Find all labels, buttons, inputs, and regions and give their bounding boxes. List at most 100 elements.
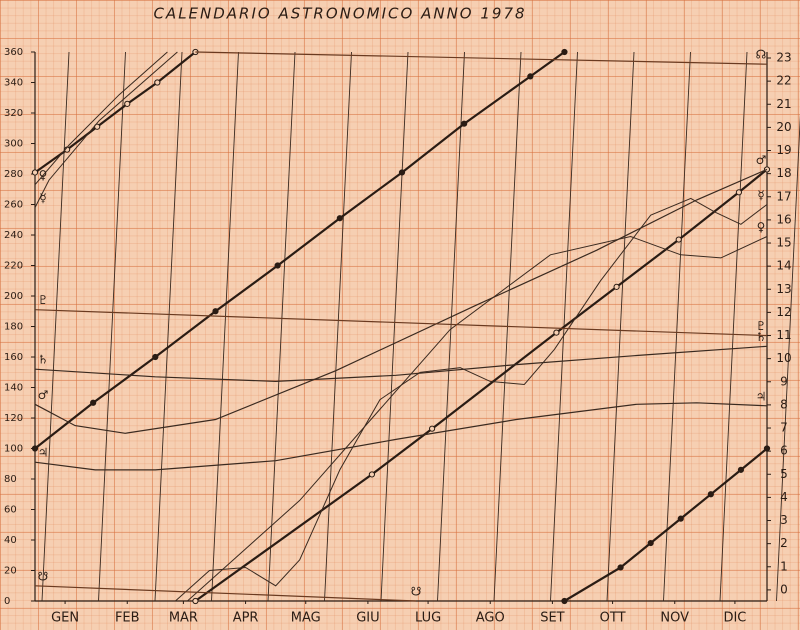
y2-tick-label: 23 xyxy=(776,51,791,65)
y2-tick-label: 5 xyxy=(780,467,788,481)
series-label: ♂ xyxy=(38,388,49,402)
series-marker xyxy=(707,491,714,498)
hour-line xyxy=(41,51,70,602)
y-tick-label: 340 xyxy=(4,78,23,89)
y2-tick-label: 10 xyxy=(776,351,791,365)
y-tick-label: 300 xyxy=(4,139,23,150)
series-label: ☋ xyxy=(411,585,422,599)
y2-tick-label: 3 xyxy=(780,513,788,527)
y-tick-label: 260 xyxy=(4,200,23,211)
series-label: ♃ xyxy=(38,446,49,460)
series-marker xyxy=(527,73,534,80)
series-line xyxy=(34,168,768,434)
y2-tick-label: 12 xyxy=(776,305,791,319)
y2-tick-label: 8 xyxy=(780,397,788,411)
x-tick-label: AGO xyxy=(476,611,505,626)
y-tick-label: 220 xyxy=(4,261,23,272)
x-tick-label: LUG xyxy=(415,611,441,626)
y2-tick-label: 9 xyxy=(780,374,788,388)
hour-line xyxy=(776,114,800,602)
y2-tick-label: 1 xyxy=(780,559,788,573)
y-tick-label: 320 xyxy=(4,108,23,119)
series-line xyxy=(34,51,768,602)
series-line xyxy=(195,51,768,65)
series-label: ♀ xyxy=(39,168,48,182)
series-line xyxy=(34,51,768,602)
series-marker xyxy=(154,79,161,86)
series-label: ☊ xyxy=(756,48,767,62)
y-tick-label: 200 xyxy=(4,291,23,302)
hour-lines xyxy=(41,51,800,602)
y2-tick-label: 6 xyxy=(780,444,788,458)
y-tick-label: 240 xyxy=(4,230,23,241)
series-marker xyxy=(192,597,199,605)
series-marker xyxy=(675,236,682,243)
series-label: ♄ xyxy=(38,353,49,367)
y2-tick-label: 11 xyxy=(776,328,791,342)
y-tick-label: 60 xyxy=(4,505,17,516)
series-marker xyxy=(763,445,771,452)
hour-line xyxy=(719,51,748,602)
series-label: ♄ xyxy=(756,330,767,344)
y2-tick-label: 16 xyxy=(776,212,791,226)
series-line xyxy=(34,51,768,602)
x-tick-label: MAG xyxy=(291,611,321,626)
series-marker xyxy=(152,353,159,361)
series-marker xyxy=(124,100,131,107)
y2-tick-label: 22 xyxy=(776,74,791,88)
hour-line xyxy=(606,51,635,602)
chart-title: CALENDARIO ASTRONOMICO ANNO 1978 xyxy=(153,5,526,23)
y2-tick-label: 19 xyxy=(776,143,791,157)
x-tick-label: NOV xyxy=(660,611,689,626)
x-tick-label: FEB xyxy=(115,611,140,626)
series-marker xyxy=(561,597,568,605)
series-marker xyxy=(31,169,39,176)
series-marker xyxy=(428,425,436,432)
series-marker xyxy=(677,515,684,522)
y-tick-label: 280 xyxy=(4,169,23,180)
x-tick-label: MAR xyxy=(169,611,198,626)
series-line xyxy=(34,309,768,337)
series-label: ♂ xyxy=(756,153,767,167)
y-tick-label: 180 xyxy=(4,322,23,333)
series-label: ♀ xyxy=(757,220,766,234)
hour-line xyxy=(98,51,126,602)
series-label: ☿ xyxy=(39,191,46,205)
y-tick-label: 160 xyxy=(4,352,23,363)
series-line xyxy=(34,51,768,602)
y-tick-label: 80 xyxy=(4,474,17,485)
series-label: ♇ xyxy=(38,293,49,307)
y-tick-label: 120 xyxy=(4,413,23,424)
y2-tick-label: 14 xyxy=(776,259,791,273)
series-marker xyxy=(368,471,376,478)
y2-tick-label: 4 xyxy=(780,490,788,504)
hour-line xyxy=(267,51,296,602)
y2-tick-label: 15 xyxy=(776,236,791,250)
y2-tick-label: 21 xyxy=(776,97,791,111)
series-label: ☿ xyxy=(757,188,764,202)
y2-tick-label: 20 xyxy=(776,120,791,134)
series-marker xyxy=(553,329,560,336)
y-tick-label: 360 xyxy=(4,47,23,58)
y-tick-label: 40 xyxy=(4,535,17,546)
series-marker xyxy=(212,308,219,315)
series-marker xyxy=(336,215,343,222)
series-line xyxy=(34,345,768,383)
series-marker xyxy=(617,564,624,571)
series-line xyxy=(34,402,768,471)
y-tick-label: 20 xyxy=(4,566,17,577)
series-marker xyxy=(398,169,406,176)
series-marker xyxy=(90,399,97,406)
y2-tick-label: 13 xyxy=(776,282,791,296)
y-tick-label: 140 xyxy=(4,383,23,394)
series-marker xyxy=(647,539,654,547)
hour-line xyxy=(663,51,691,602)
x-tick-label: OTT xyxy=(600,611,626,626)
series-marker xyxy=(274,262,281,269)
series-marker xyxy=(735,189,743,196)
x-tick-label: APR xyxy=(233,611,259,626)
hour-line xyxy=(437,51,465,602)
series-label: ♇ xyxy=(756,319,767,333)
